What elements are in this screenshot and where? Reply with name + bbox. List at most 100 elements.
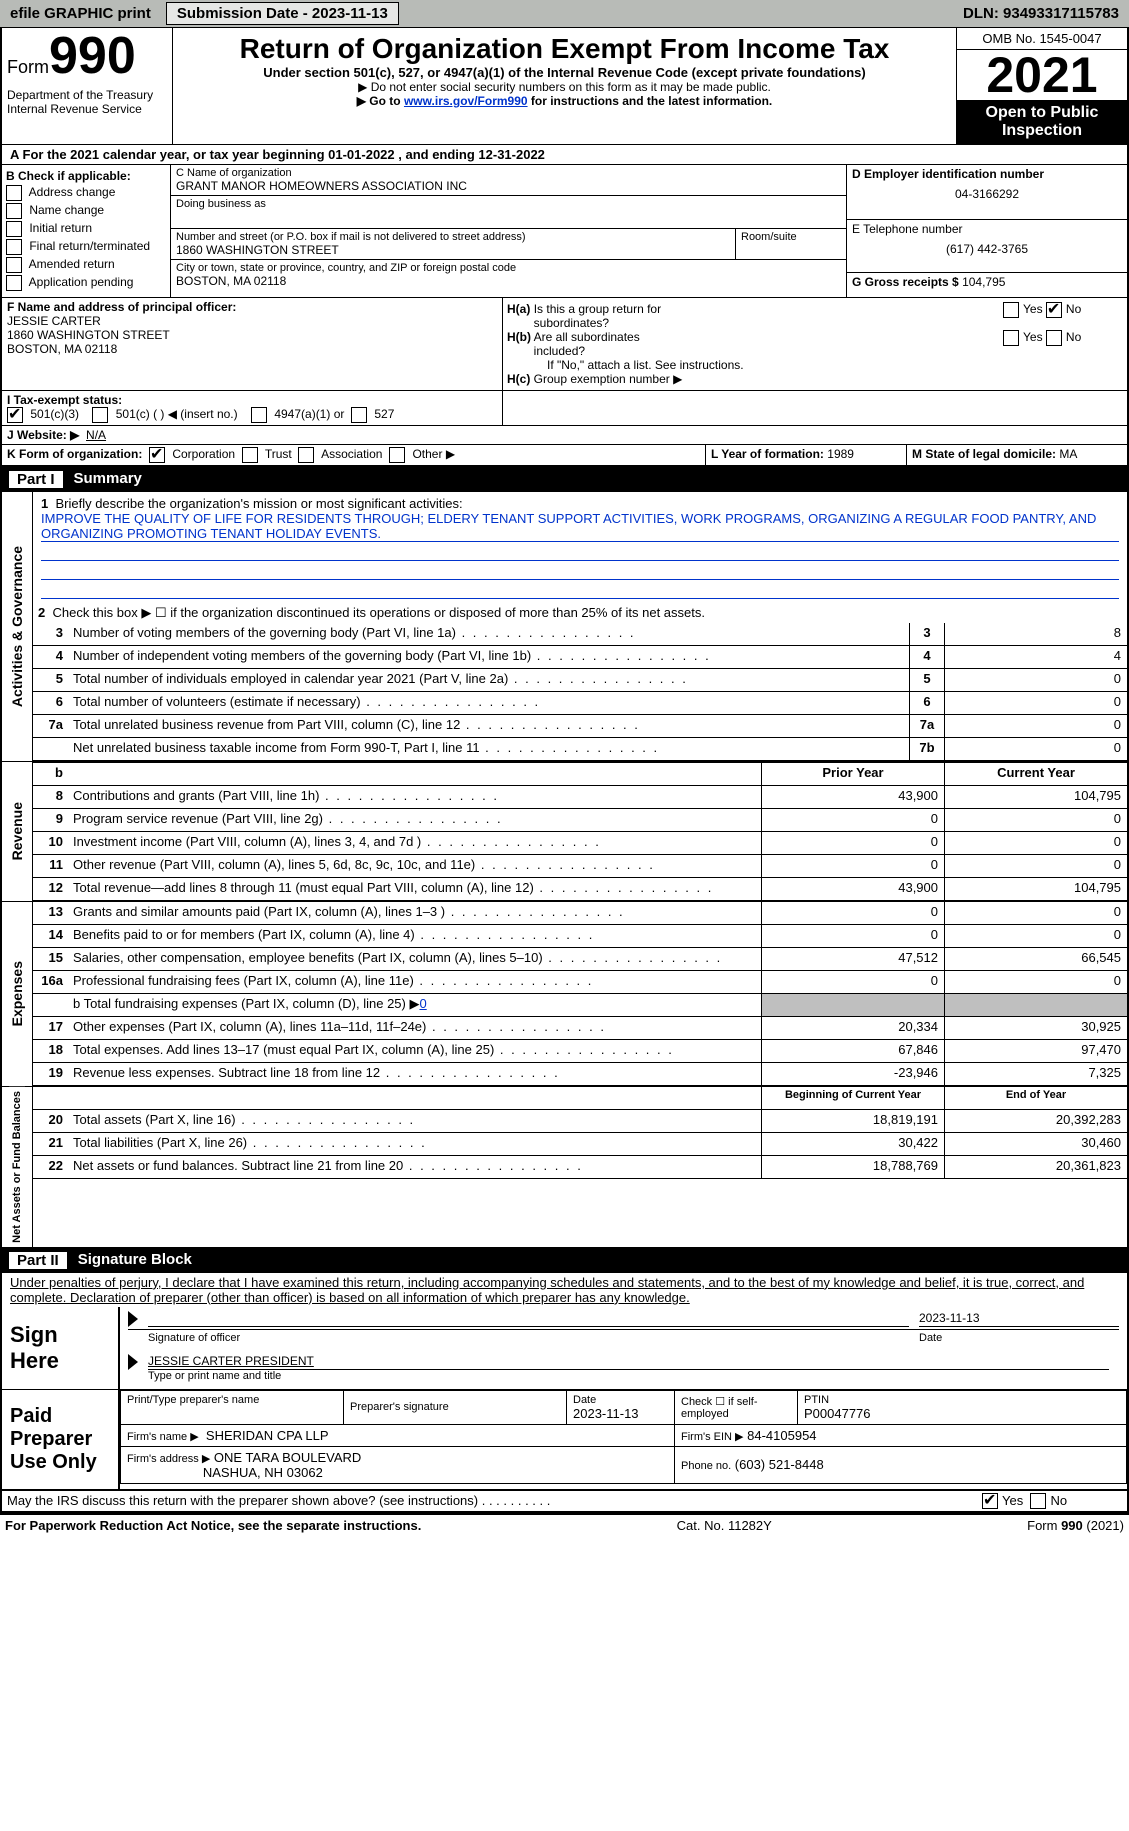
gross-receipts: 104,795	[962, 275, 1005, 289]
financial-row: 10Investment income (Part VIII, column (…	[33, 832, 1127, 855]
sig-name: JESSIE CARTER PRESIDENT	[148, 1354, 1109, 1370]
sign-here: Sign Here	[2, 1307, 120, 1389]
b-opt-checkbox[interactable]	[6, 257, 22, 273]
financial-row: 17Other expenses (Part IX, column (A), l…	[33, 1017, 1127, 1040]
jurat: Under penalties of perjury, I declare th…	[0, 1273, 1129, 1307]
summary-row: 7aTotal unrelated business revenue from …	[33, 715, 1127, 738]
sig-officer-label: Signature of officer	[148, 1332, 919, 1344]
summary-row: 3Number of voting members of the governi…	[33, 623, 1127, 646]
discuss-yes-checkbox[interactable]	[982, 1493, 998, 1509]
summary-row: 5Total number of individuals employed in…	[33, 669, 1127, 692]
4947-checkbox[interactable]	[251, 407, 267, 423]
assoc-checkbox[interactable]	[298, 447, 314, 463]
website: N/A	[86, 428, 106, 442]
firm-name: SHERIDAN CPA LLP	[206, 1428, 329, 1443]
triangle-icon	[128, 1311, 138, 1327]
summary-row: Net unrelated business taxable income fr…	[33, 738, 1127, 761]
other-checkbox[interactable]	[389, 447, 405, 463]
irs-link[interactable]: www.irs.gov/Form990	[404, 94, 528, 108]
e-label: E Telephone number	[852, 222, 1122, 236]
officer-addr1: 1860 WASHINGTON STREET	[7, 328, 497, 342]
discuss-no-checkbox[interactable]	[1030, 1493, 1046, 1509]
street-address: 1860 WASHINGTON STREET	[176, 243, 730, 257]
city-label: City or town, state or province, country…	[176, 262, 841, 274]
room-label: Room/suite	[741, 231, 841, 243]
corp-checkbox[interactable]	[149, 447, 165, 463]
b-opt-checkbox[interactable]	[6, 221, 22, 237]
financial-row: 15Salaries, other compensation, employee…	[33, 948, 1127, 971]
dept-treasury: Department of the Treasury	[7, 88, 167, 102]
b-opt-checkbox[interactable]	[6, 275, 22, 291]
sig-date: 2023-11-13	[919, 1311, 1119, 1327]
c-label: C Name of organization	[176, 167, 841, 179]
financial-row: 9Program service revenue (Part VIII, lin…	[33, 809, 1127, 832]
form-of-org: K Form of organization: Corporation Trus…	[2, 445, 706, 465]
b-option: Address change	[6, 185, 166, 201]
ha-yes-checkbox[interactable]	[1003, 302, 1019, 318]
triangle-icon	[128, 1354, 138, 1370]
note-link: ▶ Go to www.irs.gov/Form990 for instruct…	[178, 94, 951, 108]
open-inspection: Open to Public Inspection	[957, 100, 1127, 144]
hb-label: H(b) Are all subordinates included?	[507, 330, 1003, 358]
prep-date: 2023-11-13	[573, 1406, 668, 1421]
hb-no-checkbox[interactable]	[1046, 330, 1062, 346]
financial-row: 20Total assets (Part X, line 16)18,819,1…	[33, 1110, 1127, 1133]
title-block: Return of Organization Exempt From Incom…	[173, 28, 957, 144]
paid-preparer: Paid Preparer Use Only	[2, 1390, 120, 1489]
irs-label: Internal Revenue Service	[7, 102, 167, 116]
d-label: D Employer identification number	[852, 167, 1122, 181]
vlabel-expenses: Expenses	[7, 957, 27, 1030]
firm-ein: 84-4105954	[747, 1428, 816, 1443]
vlabel-revenue: Revenue	[7, 798, 27, 864]
dba-label: Doing business as	[176, 198, 841, 210]
f-label: F Name and address of principal officer:	[7, 300, 497, 314]
financial-row: 18Total expenses. Add lines 13–17 (must …	[33, 1040, 1127, 1063]
ein: 04-3166292	[852, 187, 1122, 201]
b-option: Initial return	[6, 221, 166, 237]
col-current: Current Year	[944, 763, 1127, 785]
vlabel-netassets: Net Assets or Fund Balances	[9, 1087, 25, 1247]
part2-header: Part II Signature Block	[0, 1248, 1129, 1273]
self-employed-check: Check ☐ if self-employed	[675, 1390, 798, 1424]
financial-row: 11Other revenue (Part VIII, column (A), …	[33, 855, 1127, 878]
officer-addr2: BOSTON, MA 02118	[7, 342, 497, 356]
website-row: J Website: ▶ N/A	[2, 425, 1127, 444]
hb-yes-checkbox[interactable]	[1003, 330, 1019, 346]
form-id-block: Form990 Department of the Treasury Inter…	[2, 28, 173, 144]
firm-addr1: ONE TARA BOULEVARD	[214, 1450, 361, 1465]
financial-row: 22Net assets or fund balances. Subtract …	[33, 1156, 1127, 1179]
col-end: End of Year	[944, 1087, 1127, 1109]
ptin: P00047776	[804, 1406, 1120, 1421]
line2: Check this box ▶ ☐ if the organization d…	[52, 605, 705, 620]
topbar: efile GRAPHIC print Submission Date - 20…	[0, 0, 1129, 28]
b-option: Final return/terminated	[6, 239, 166, 255]
527-checkbox[interactable]	[351, 407, 367, 423]
tax-year: 2021	[957, 50, 1127, 100]
discuss-question: May the IRS discuss this return with the…	[7, 1493, 982, 1510]
line-a: A For the 2021 calendar year, or tax yea…	[2, 145, 1127, 165]
b-opt-checkbox[interactable]	[6, 185, 22, 201]
501c-checkbox[interactable]	[92, 407, 108, 423]
ha-no-checkbox[interactable]	[1046, 302, 1062, 318]
form-subtitle: Under section 501(c), 527, or 4947(a)(1)…	[178, 65, 951, 80]
year-formation: 1989	[827, 447, 854, 461]
dln: DLN: 93493317115783	[963, 5, 1129, 22]
trust-checkbox[interactable]	[242, 447, 258, 463]
firm-phone: (603) 521-8448	[735, 1457, 824, 1472]
line16b-val: 0	[419, 996, 426, 1011]
col-prior: Prior Year	[761, 763, 944, 785]
financial-row: 8Contributions and grants (Part VIII, li…	[33, 786, 1127, 809]
501c3-checkbox[interactable]	[7, 407, 23, 423]
form-title: Return of Organization Exempt From Incom…	[178, 33, 951, 65]
g-label: G Gross receipts $	[852, 275, 959, 289]
financial-row: 14Benefits paid to or for members (Part …	[33, 925, 1127, 948]
footer-left: For Paperwork Reduction Act Notice, see …	[5, 1518, 421, 1533]
firm-addr2: NASHUA, NH 03062	[203, 1465, 323, 1480]
financial-row: 12Total revenue—add lines 8 through 11 (…	[33, 878, 1127, 901]
section-b: B Check if applicable: Address change Na…	[2, 165, 171, 297]
ha-label: H(a) H(a) Is this a group return for sub…	[507, 302, 1003, 330]
phone: (617) 442-3765	[852, 242, 1122, 256]
b-opt-checkbox[interactable]	[6, 239, 22, 255]
b-opt-checkbox[interactable]	[6, 203, 22, 219]
form-number: 990	[49, 27, 136, 85]
